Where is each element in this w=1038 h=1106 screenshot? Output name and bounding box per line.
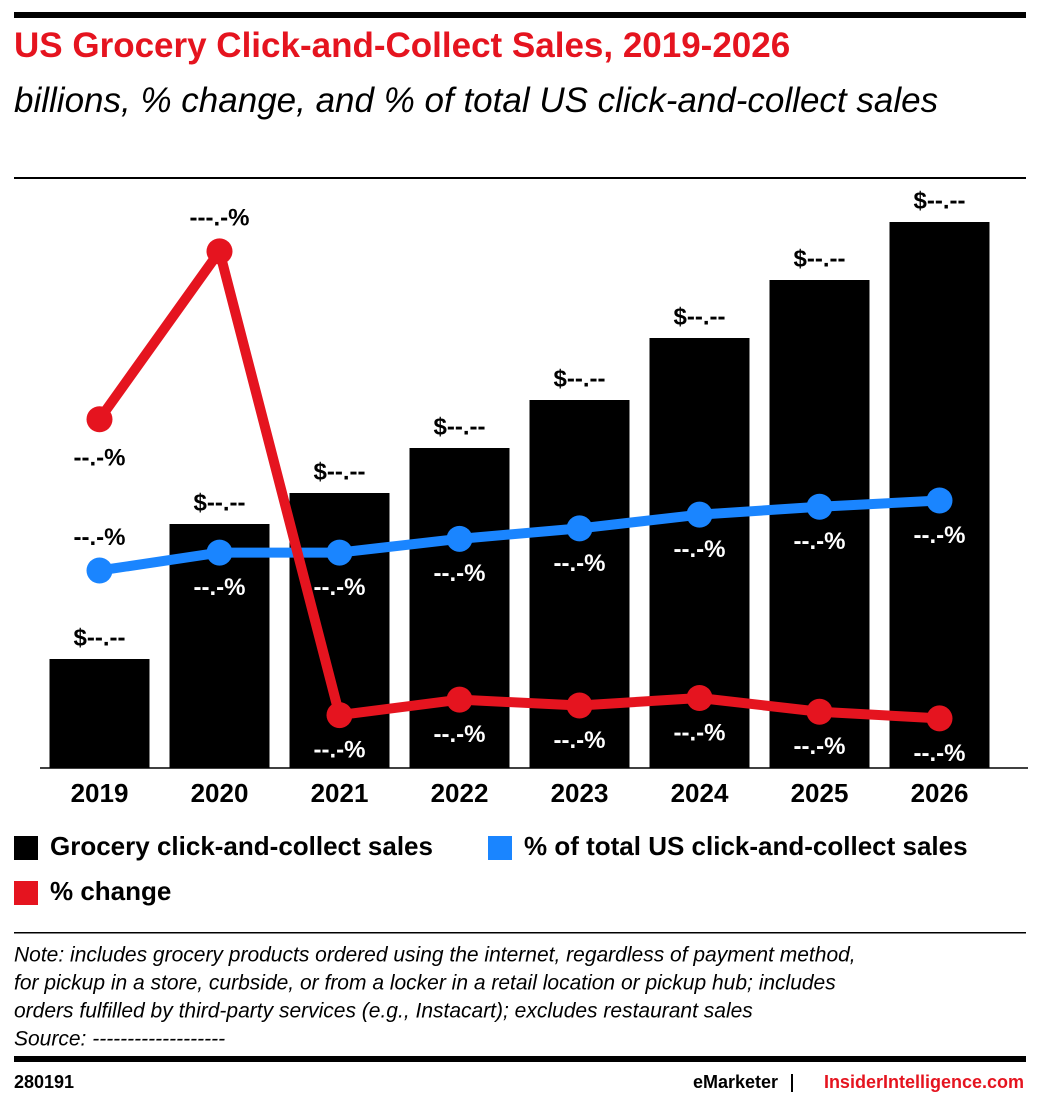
line-point xyxy=(446,686,473,713)
line-value-label: --.-% xyxy=(674,536,726,563)
x-tick-label: 2019 xyxy=(71,778,129,808)
line xyxy=(95,246,940,724)
x-tick-label: 2022 xyxy=(431,778,489,808)
x-tick-label: 2021 xyxy=(311,778,369,808)
chart-id: 280191 xyxy=(14,1072,74,1092)
legend-swatch xyxy=(14,881,38,905)
bar-value-label: $--.-- xyxy=(554,365,606,392)
x-tick-label: 2024 xyxy=(671,778,729,808)
line-point xyxy=(206,238,233,265)
site: InsiderIntelligence.com xyxy=(824,1072,1024,1092)
line-value-label: --.-% xyxy=(74,445,126,472)
bar-value-label: $--.-- xyxy=(194,489,246,516)
note-line: Note: includes grocery products ordered … xyxy=(14,944,856,967)
legend-swatch xyxy=(488,836,512,860)
x-tick-label: 2026 xyxy=(911,778,969,808)
legend-label: Grocery click-and-collect sales xyxy=(50,831,433,861)
line-point xyxy=(926,705,953,732)
line-value-label: --.-% xyxy=(434,560,486,587)
line-point xyxy=(446,525,473,552)
bar-value-label: $--.-- xyxy=(74,624,126,651)
legend-label: % of total US click-and-collect sales xyxy=(524,831,968,861)
line-point xyxy=(806,698,833,725)
note-rule xyxy=(14,932,1026,934)
line-value-label: ---.-% xyxy=(190,205,250,232)
line-point xyxy=(326,702,353,729)
x-tick-label: 2025 xyxy=(791,778,849,808)
line-point xyxy=(686,501,713,528)
brand: eMarketer xyxy=(693,1072,778,1092)
note-line: Source: ------------------- xyxy=(14,1028,225,1051)
line-point xyxy=(86,557,113,584)
line-value-label: --.-% xyxy=(194,574,246,601)
top-rule xyxy=(14,12,1026,18)
note-line: for pickup in a store, curbside, or from… xyxy=(14,972,836,995)
bar xyxy=(409,448,510,768)
line-value-label: --.-% xyxy=(74,524,126,551)
line-value-label: --.-% xyxy=(314,574,366,601)
line-point xyxy=(686,685,713,711)
line-point xyxy=(566,692,593,719)
line-value-label: --.-% xyxy=(794,733,846,760)
legend-swatch xyxy=(14,836,38,860)
bar-value-label: $--.-- xyxy=(314,458,366,485)
bar xyxy=(49,659,150,768)
header-rule xyxy=(14,177,1026,179)
chart-title: US Grocery Click-and-Collect Sales, 2019… xyxy=(14,26,791,65)
line-value-label: --.-% xyxy=(314,736,366,763)
bar-value-label: $--.-- xyxy=(794,245,846,272)
line-value-label: --.-% xyxy=(914,522,966,549)
x-tick-label: 2020 xyxy=(191,778,249,808)
note-line: orders fulfilled by third-party services… xyxy=(14,1000,753,1023)
line-point xyxy=(326,539,353,566)
line-point xyxy=(926,487,953,514)
x-tick-label: 2023 xyxy=(551,778,609,808)
line-point xyxy=(806,493,833,520)
line-value-label: --.-% xyxy=(554,727,606,754)
legend-label: % change xyxy=(50,876,171,906)
line-value-label: --.-% xyxy=(554,550,606,577)
line xyxy=(98,495,940,576)
line-point xyxy=(206,539,233,566)
line-value-label: --.-% xyxy=(674,719,726,746)
line-point xyxy=(86,406,113,433)
chart-subtitle: billions, % change, and % of total US cl… xyxy=(14,81,939,120)
line-value-label: --.-% xyxy=(914,740,966,767)
line-value-label: --.-% xyxy=(794,528,846,555)
bar-value-label: $--.-- xyxy=(914,187,966,214)
bar xyxy=(769,280,870,768)
bar-value-label: $--.-- xyxy=(674,303,726,330)
line-point xyxy=(566,515,593,542)
bar-value-label: $--.-- xyxy=(434,413,486,440)
line-value-label: --.-% xyxy=(434,721,486,748)
bottom-rule xyxy=(14,1056,1026,1062)
